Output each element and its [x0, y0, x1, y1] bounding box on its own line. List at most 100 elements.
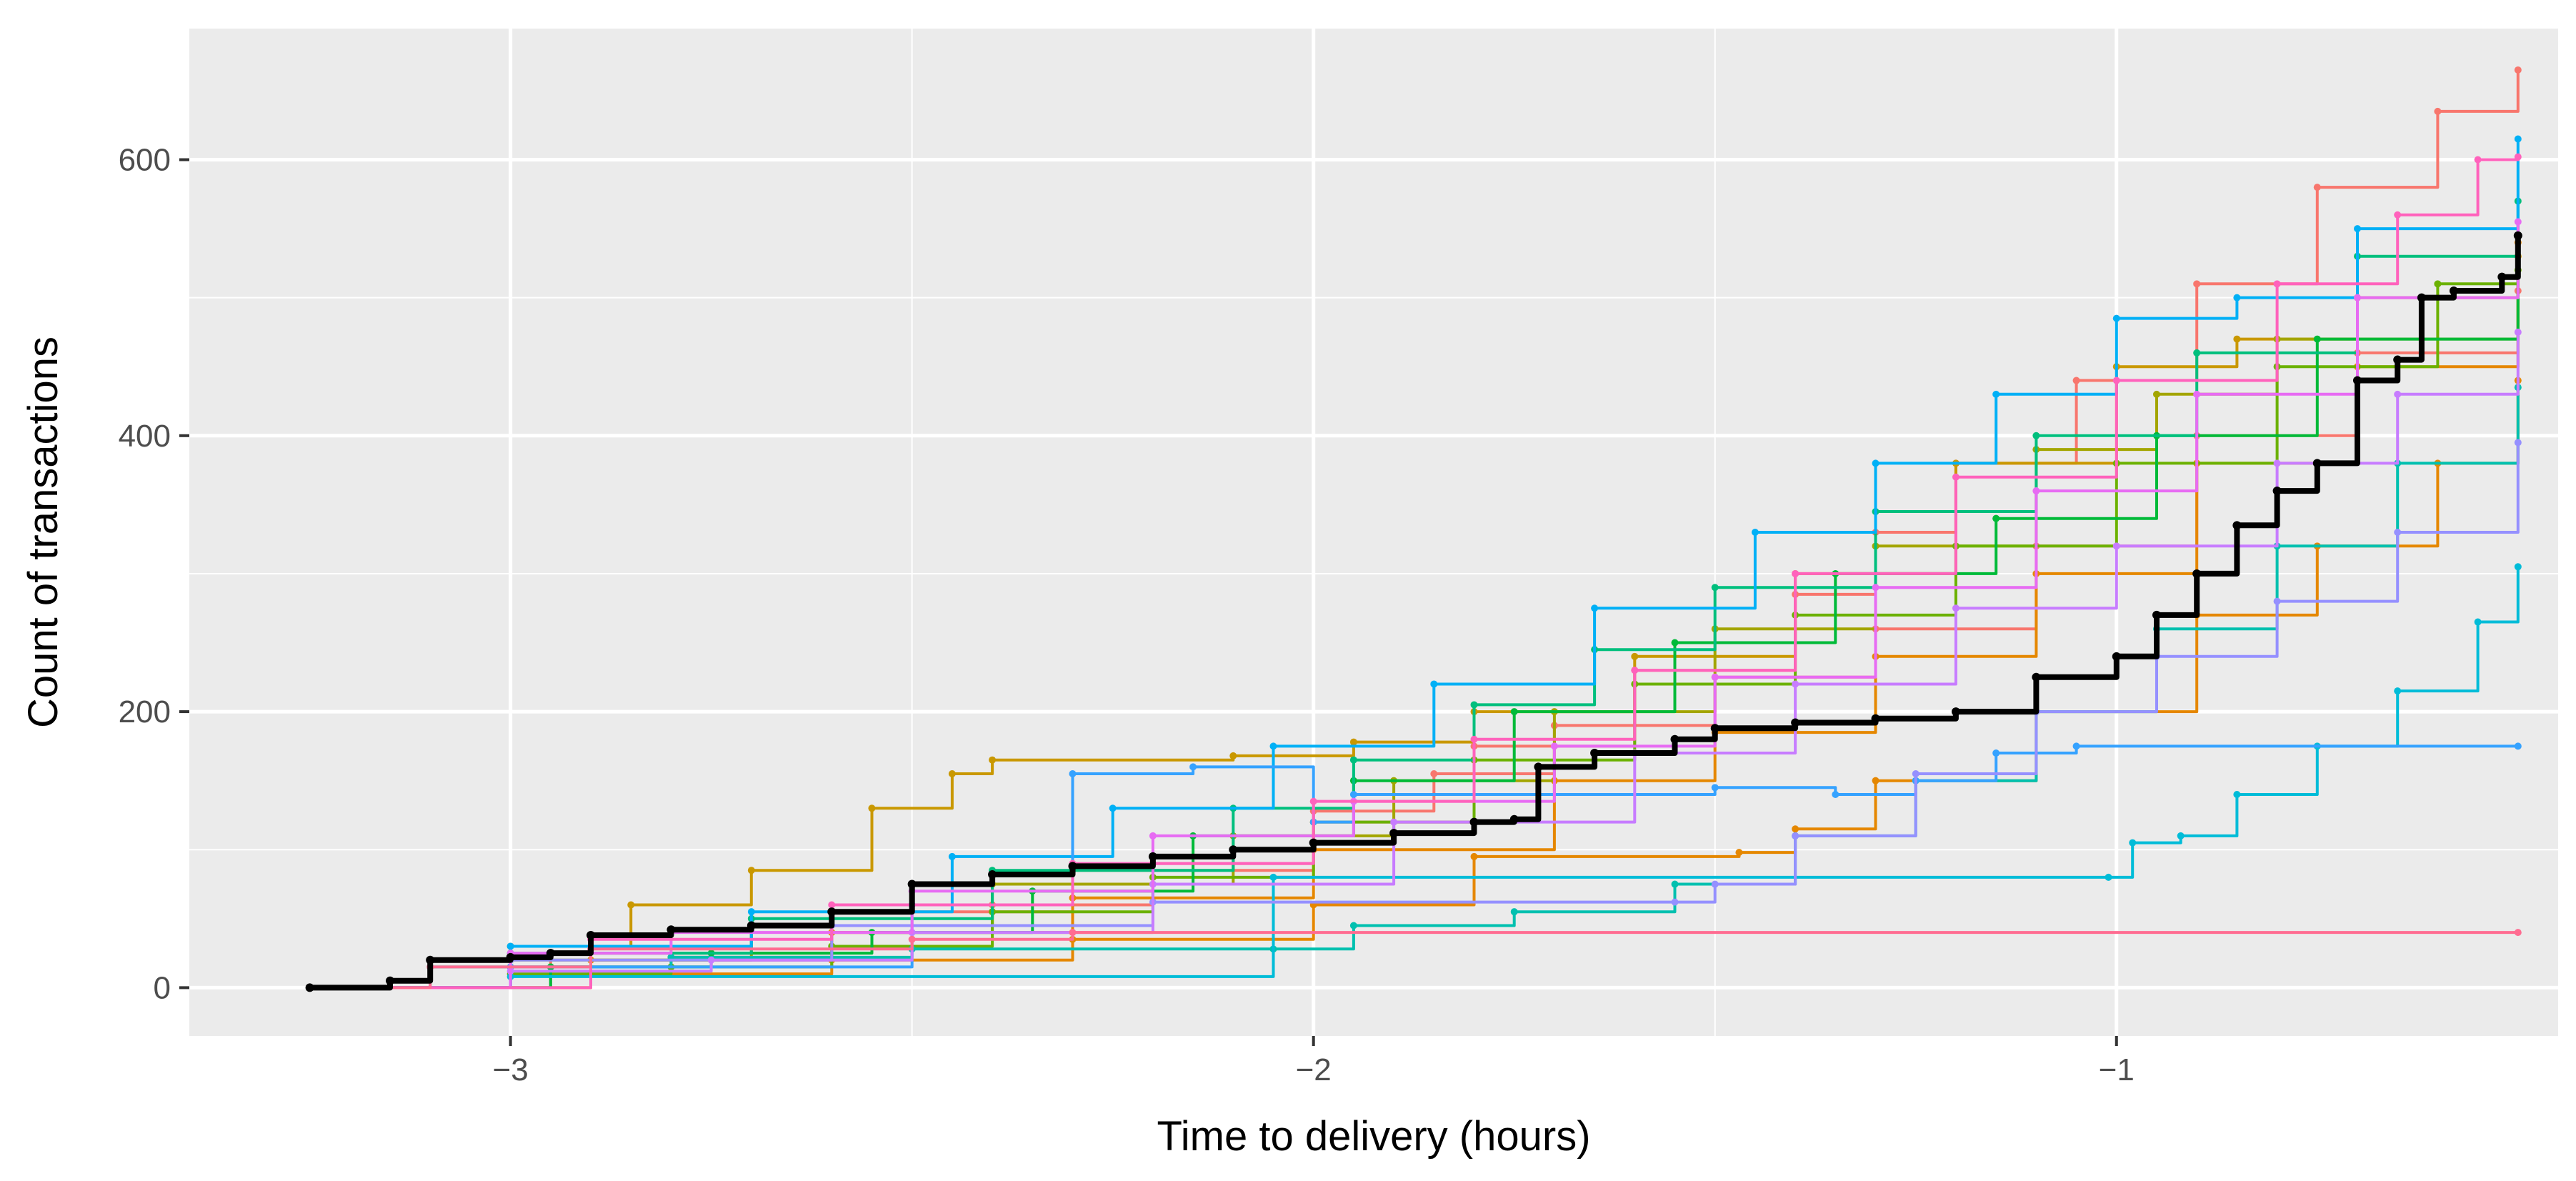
series-line-19: [309, 235, 2521, 991]
series-point: [2233, 294, 2241, 302]
y-tick-label: 200: [119, 694, 171, 729]
series-point: [1670, 734, 1679, 744]
series-point: [1068, 862, 1077, 871]
series-point: [1149, 832, 1157, 839]
series-point: [2112, 314, 2120, 322]
series-point: [908, 935, 916, 943]
series-point: [2394, 211, 2402, 219]
series-point: [1952, 473, 1960, 481]
series-point: [1710, 724, 1719, 733]
series-point: [2514, 328, 2522, 336]
series-point: [1510, 708, 1518, 716]
series-point: [1510, 908, 1518, 916]
series-point: [1792, 569, 1799, 577]
series-point: [1229, 752, 1237, 759]
series-point: [1470, 852, 1478, 860]
series-point: [1349, 756, 1357, 764]
series-line-11: [309, 567, 2520, 990]
series-point: [2393, 355, 2402, 364]
series-point: [1069, 929, 1077, 937]
series-point: [1711, 784, 1719, 792]
series-point: [546, 949, 555, 958]
series-point: [2193, 280, 2201, 288]
series-point: [1109, 804, 1117, 812]
series-point: [1069, 770, 1077, 778]
series-point: [1671, 639, 1679, 647]
series-point: [1590, 749, 1599, 758]
series-point: [2313, 335, 2321, 343]
series-point: [948, 852, 956, 860]
series-point: [1309, 797, 1317, 805]
series-point: [2032, 432, 2040, 439]
series-point: [2513, 231, 2522, 240]
series-point: [2112, 652, 2121, 661]
series-point: [1671, 898, 1679, 906]
series-point: [988, 870, 997, 879]
series-point: [2112, 377, 2120, 384]
series-point: [989, 756, 997, 764]
series-point: [1390, 818, 1398, 826]
series-point: [2072, 377, 2080, 384]
series-point: [1430, 770, 1438, 778]
series-point: [2434, 107, 2442, 115]
series-point: [2352, 376, 2362, 385]
series-point: [1832, 790, 1839, 798]
series-point: [1229, 845, 1238, 854]
series-point: [2434, 280, 2442, 288]
series-point: [1735, 849, 1743, 857]
series-point: [2177, 832, 2185, 839]
series-point: [1872, 584, 1879, 592]
series-point: [2152, 390, 2160, 398]
series-point: [828, 901, 836, 909]
series-point: [2514, 563, 2522, 571]
series-point: [305, 983, 314, 992]
y-tick-label: 400: [119, 419, 171, 454]
series-point: [2474, 156, 2482, 164]
series-point: [1952, 604, 1960, 612]
series-point: [2514, 66, 2522, 74]
series-point: [1671, 880, 1679, 888]
series-point: [2129, 839, 2137, 847]
series-point: [1591, 604, 1599, 612]
series-point: [827, 907, 837, 917]
series-point: [1871, 714, 1880, 723]
series-point: [747, 921, 756, 930]
series-point: [2514, 153, 2522, 161]
series-point: [707, 956, 715, 964]
series-point: [2497, 272, 2507, 281]
series-point: [1470, 735, 1478, 743]
series-group: [305, 66, 2522, 992]
series-point: [2273, 597, 2281, 605]
panel-background: [189, 29, 2558, 1036]
series-point: [1269, 873, 1277, 881]
series-point: [1711, 584, 1719, 592]
series-point: [2417, 293, 2426, 302]
series-point: [1470, 701, 1478, 709]
series-point: [2152, 610, 2161, 619]
series-point: [2273, 280, 2281, 288]
series-point: [667, 925, 676, 935]
series-point: [2514, 742, 2522, 750]
x-tick-label: −2: [1296, 1052, 1332, 1087]
series-point: [1992, 514, 2000, 522]
series-point: [868, 804, 876, 812]
x-tick-label: −1: [2099, 1052, 2135, 1087]
series-point: [2394, 390, 2402, 398]
series-point: [1711, 880, 1719, 888]
series-point: [1872, 459, 1879, 467]
series-point: [1148, 852, 1157, 861]
series-point: [1430, 680, 1438, 688]
series-point: [1550, 742, 1558, 750]
series-point: [1791, 718, 1800, 727]
series-point: [2514, 135, 2522, 143]
series-point: [627, 901, 635, 909]
series-point: [1469, 817, 1479, 827]
series-point: [2353, 225, 2361, 233]
series-point: [586, 931, 596, 940]
series-point: [1269, 742, 1277, 750]
series-line-8: [309, 235, 2520, 990]
series-point: [1189, 763, 1197, 771]
series-point: [1992, 749, 2000, 757]
series-point: [1751, 529, 1759, 536]
series-point: [1631, 652, 1639, 660]
